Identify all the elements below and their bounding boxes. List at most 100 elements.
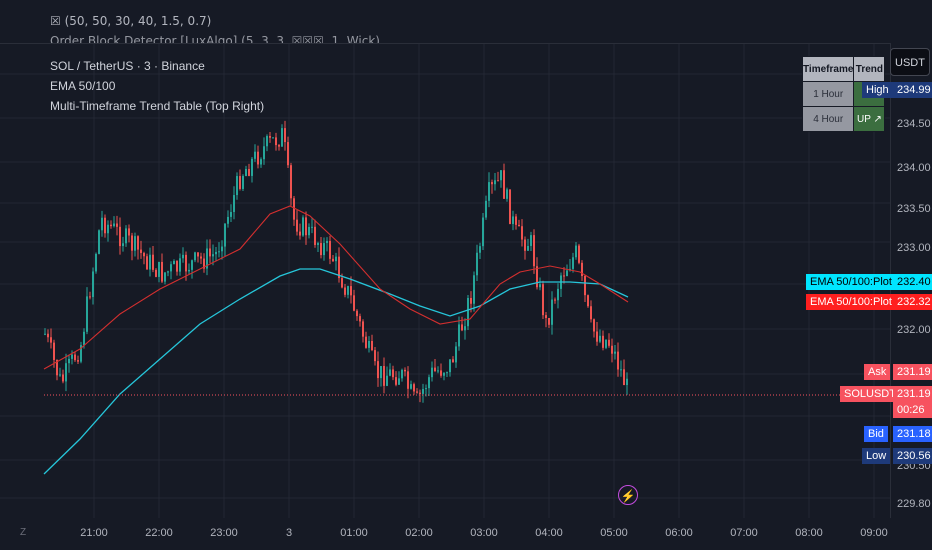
last-price: 231.19: [893, 386, 932, 402]
candle-body: [287, 142, 289, 166]
indicator-settings-text[interactable]: ☒ (50, 50, 30, 40, 1.5, 0.7): [50, 14, 212, 28]
time-tick: 05:00: [600, 527, 628, 539]
candle-body: [512, 216, 514, 224]
price-tick: 233.00: [897, 242, 931, 254]
candle-body: [275, 137, 277, 146]
candle-body: [515, 216, 517, 225]
candle-body: [104, 217, 106, 234]
candle-body: [518, 224, 520, 227]
trend-table-header-timeframe: Timeframe: [801, 56, 855, 82]
candle-body: [320, 243, 322, 256]
price-axis[interactable]: 234.50 234.00 233.50 233.00 232.00 230.5…: [891, 44, 932, 518]
candle-body: [620, 369, 622, 371]
candle-body: [311, 226, 313, 228]
candle-body: [131, 235, 133, 251]
candle-body: [50, 337, 52, 343]
candle-body: [149, 254, 151, 270]
candle-body: [593, 319, 595, 332]
candle-body: [455, 346, 457, 363]
candle-body: [533, 235, 535, 267]
candle-body: [44, 333, 46, 335]
candle-body: [125, 228, 127, 244]
candle-body: [413, 384, 415, 392]
candle-body: [332, 258, 334, 262]
candle-body: [353, 295, 355, 311]
time-tick: 03:00: [470, 527, 498, 539]
high-price: 234.99: [893, 82, 932, 98]
candle-body: [167, 271, 169, 273]
ema-red-price: 232.32: [893, 294, 932, 310]
candle-body: [47, 333, 49, 338]
candle-body: [113, 223, 115, 227]
time-axis[interactable]: 21:00 22:00 23:00 3 01:00 02:00 03:00 04…: [0, 518, 890, 550]
chart-legend: SOL / TetherUS · 3 · Binance EMA 50/100 …: [50, 56, 264, 116]
candle-body: [491, 182, 493, 185]
lightning-icon[interactable]: ⚡: [618, 485, 638, 505]
timezone-label[interactable]: Z: [20, 527, 27, 538]
candle-body: [245, 168, 247, 176]
candle-body: [74, 354, 76, 361]
candle-body: [89, 296, 91, 298]
trend-table-timeframe: 4 Hour: [801, 106, 855, 132]
candle-body: [392, 369, 394, 378]
candle-body: [281, 128, 283, 147]
candle-body: [377, 361, 379, 379]
candle-body: [458, 324, 460, 347]
candle-body: [608, 339, 610, 346]
time-tick: 01:00: [340, 527, 368, 539]
candle-body: [350, 286, 352, 296]
candle-body: [566, 270, 568, 277]
low-price: 230.56: [893, 448, 932, 464]
currency-button[interactable]: USDT: [890, 48, 930, 76]
time-tick: 02:00: [405, 527, 433, 539]
candle-body: [554, 299, 556, 301]
candle-body: [623, 369, 625, 386]
candle-body: [143, 252, 145, 257]
time-tick: 22:00: [145, 527, 173, 539]
price-tick: 234.50: [897, 118, 931, 130]
candle-body: [158, 261, 160, 277]
trend-table-timeframe: 1 Hour: [801, 81, 855, 107]
candle-body: [53, 342, 55, 360]
candle-body: [56, 359, 58, 376]
time-tick: 07:00: [730, 527, 758, 539]
candle-body: [500, 170, 502, 181]
candle-body: [317, 243, 319, 245]
candle-body: [461, 324, 463, 331]
candle-body: [266, 136, 268, 147]
candle-body: [233, 195, 235, 213]
candle-body: [365, 336, 367, 348]
candle-body: [494, 180, 496, 185]
candle-body: [356, 310, 358, 317]
candlestick-chart[interactable]: [0, 44, 890, 518]
candle-body: [182, 254, 184, 259]
candle-body: [536, 266, 538, 288]
ema-red-label: EMA 50/100:Plot: [806, 294, 896, 310]
trend-table-legend-label[interactable]: Multi-Timeframe Trend Table (Top Right): [50, 99, 265, 113]
ema-fast-line: [43, 205, 629, 370]
candle-body: [548, 317, 550, 325]
candle-body: [119, 226, 121, 247]
candle-body: [110, 224, 112, 227]
symbol-title[interactable]: SOL / TetherUS · 3 · Binance: [50, 59, 205, 73]
candle-body: [428, 377, 430, 389]
candle-body: [341, 278, 343, 288]
candle-body: [308, 226, 310, 236]
candle-body: [134, 236, 136, 251]
candle-body: [80, 345, 82, 362]
candle-body: [254, 151, 256, 159]
candle-body: [155, 269, 157, 277]
candle-body: [488, 182, 490, 201]
ema-legend-label[interactable]: EMA 50/100: [50, 79, 116, 93]
candle-body: [92, 271, 94, 297]
candle-body: [599, 335, 601, 342]
candle-body: [122, 243, 124, 247]
candle-body: [224, 223, 226, 247]
candle-body: [284, 128, 286, 143]
candle-body: [329, 240, 331, 259]
indicator-name-text[interactable]: Order Block Detector [LuxAlgo] (5, 3, 3,…: [50, 34, 380, 44]
candle-body: [617, 351, 619, 370]
candle-body: [401, 369, 403, 379]
candle-body: [446, 372, 448, 374]
candle-body: [146, 256, 148, 270]
